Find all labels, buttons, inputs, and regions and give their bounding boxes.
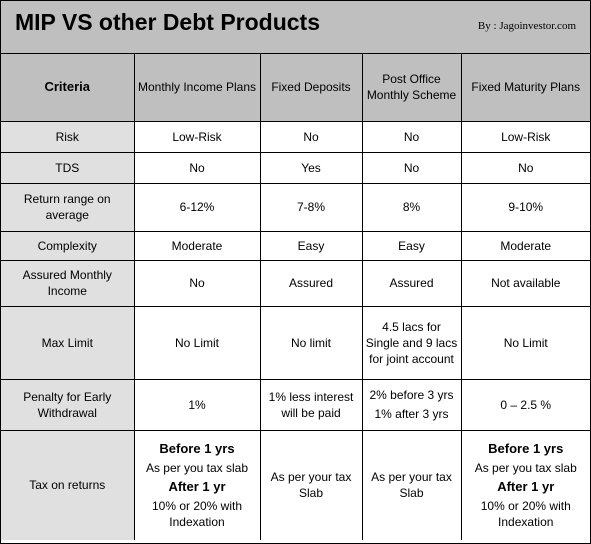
mip-cell: No <box>133 151 261 184</box>
fmp-cell: 9-10% <box>460 182 590 232</box>
po-cell: As per your tax Slab <box>361 429 462 540</box>
fd-cell: As per your tax Slab <box>259 429 363 540</box>
criteria-cell: Max Limit <box>1 305 135 380</box>
mip-cell: 1% <box>133 378 261 431</box>
fmp-cell: No <box>460 151 590 184</box>
header-fixed-maturity-plans: Fixed Maturity Plans <box>460 54 590 122</box>
criteria-cell: Complexity <box>1 230 135 261</box>
table-row: Max Limit No Limit No limit 4.5 lacs for… <box>1 305 590 380</box>
fmp-cell: Moderate <box>460 230 590 261</box>
po-cell: Assured <box>361 259 462 307</box>
mip-cell: Moderate <box>133 230 261 261</box>
table-row: Risk Low-Risk No No Low-Risk <box>1 120 590 153</box>
fd-cell: No limit <box>259 305 363 380</box>
fmp-tax-cell: Before 1 yrs As per you tax slab After 1… <box>460 429 590 540</box>
tax-heading: After 1 yr <box>497 478 555 494</box>
criteria-cell: Return range on average <box>1 182 135 232</box>
table-row: Penalty for Early Withdrawal 1% 1% less … <box>1 378 590 431</box>
po-cell: No <box>361 151 462 184</box>
fd-cell: Yes <box>259 151 363 184</box>
po-penalty-line: 1% after 3 yrs <box>374 407 449 421</box>
title-bar: MIP VS other Debt Products By : Jagoinve… <box>1 1 590 54</box>
tax-text: As per you tax slab <box>145 460 249 475</box>
header-post-office-monthly-scheme: Post Office Monthly Scheme <box>361 54 462 122</box>
fd-cell: Assured <box>259 259 363 307</box>
tax-text: 10% or 20% with Indexation <box>480 498 571 529</box>
table-row: Return range on average 6-12% 7-8% 8% 9-… <box>1 182 590 232</box>
table-row: Assured Monthly Income No Assured Assure… <box>1 259 590 307</box>
mip-cell: No <box>133 259 261 307</box>
fd-cell: 7-8% <box>259 182 363 232</box>
criteria-cell: Tax on returns <box>1 429 135 540</box>
comparison-table: Criteria Monthly Income Plans Fixed Depo… <box>1 54 590 540</box>
header-monthly-income-plans: Monthly Income Plans <box>133 54 261 122</box>
fmp-cell: Low-Risk <box>460 120 590 153</box>
table-row: TDS No Yes No No <box>1 151 590 184</box>
fd-cell: 1% less interest will be paid <box>259 378 363 431</box>
po-cell: Easy <box>361 230 462 261</box>
po-cell: 2% before 3 yrs 1% after 3 yrs <box>361 378 462 431</box>
mip-tax-cell: Before 1 yrs As per you tax slab After 1… <box>133 429 261 540</box>
po-penalty-line: 2% before 3 yrs <box>369 388 454 402</box>
criteria-cell: Risk <box>1 120 135 153</box>
criteria-cell: Assured Monthly Income <box>1 259 135 307</box>
po-cell: 4.5 lacs for Single and 9 lacs for joint… <box>361 305 462 380</box>
po-cell: No <box>361 120 462 153</box>
header-row: Criteria Monthly Income Plans Fixed Depo… <box>1 54 590 122</box>
po-cell: 8% <box>361 182 462 232</box>
table-row: Complexity Moderate Easy Easy Moderate <box>1 230 590 261</box>
table-row: Tax on returns Before 1 yrs As per you t… <box>1 429 590 540</box>
fd-cell: Easy <box>259 230 363 261</box>
tax-text: 10% or 20% with Indexation <box>151 498 243 529</box>
byline: By : Jagoinvestor.com <box>477 20 576 32</box>
fmp-cell: Not available <box>460 259 590 307</box>
mip-cell: 6-12% <box>133 182 261 232</box>
mip-cell: Low-Risk <box>133 120 261 153</box>
tax-heading: After 1 yr <box>168 478 226 494</box>
tax-text: As per you tax slab <box>474 460 577 475</box>
fmp-cell: No Limit <box>460 305 590 380</box>
header-criteria: Criteria <box>1 54 135 122</box>
fd-cell: No <box>259 120 363 153</box>
fmp-cell: 0 – 2.5 % <box>460 378 590 431</box>
criteria-cell: TDS <box>1 151 135 184</box>
criteria-cell: Penalty for Early Withdrawal <box>1 378 135 431</box>
page-title: MIP VS other Debt Products <box>15 9 321 35</box>
header-fixed-deposits: Fixed Deposits <box>259 54 363 122</box>
mip-cell: No Limit <box>133 305 261 380</box>
tax-heading: Before 1 yrs <box>488 440 564 456</box>
tax-heading: Before 1 yrs <box>159 440 235 456</box>
